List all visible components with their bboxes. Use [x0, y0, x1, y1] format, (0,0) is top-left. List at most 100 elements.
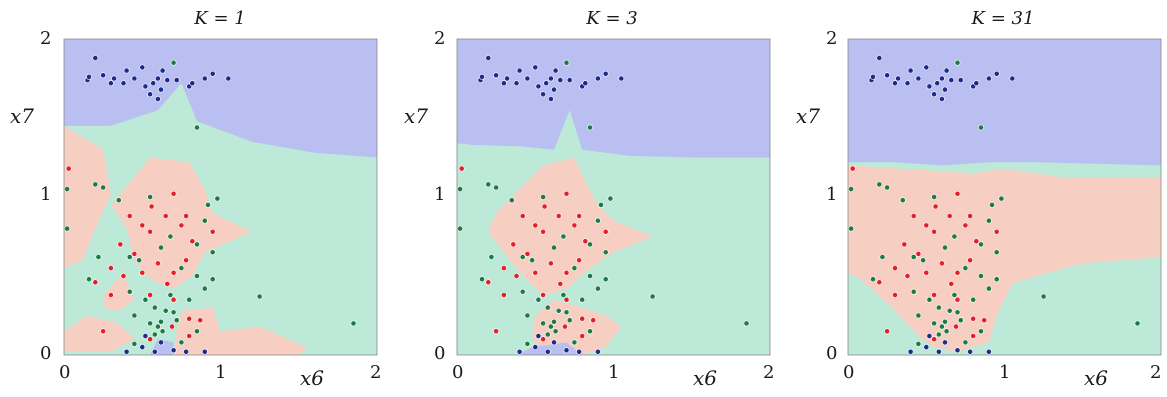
panel-3-point-red-25 — [981, 317, 988, 324]
panel-3-point-green-39 — [1134, 320, 1141, 327]
panel-2-point-blue-15 — [551, 86, 557, 93]
panel-2-point-blue-25 — [516, 348, 523, 355]
panel-3-xtick-1: 1 — [999, 362, 1011, 383]
panel-3-xlabel: x6 — [1084, 366, 1109, 390]
panel-2-point-blue-4 — [493, 72, 499, 79]
panel-3-point-blue-12 — [931, 91, 937, 98]
panel-3-point-red-8 — [962, 222, 969, 229]
panel-2-point-blue-12 — [540, 91, 546, 98]
panel-3-point-green-31 — [931, 320, 937, 327]
panel-1-point-red-8 — [178, 222, 185, 229]
panel-1-point-green-6 — [147, 194, 153, 200]
panel-3-point-green-3 — [876, 181, 883, 188]
panel-2-point-green-5 — [508, 197, 515, 204]
panel-1-point-blue-4 — [100, 72, 106, 79]
panel-2-ylabel: x7 — [404, 104, 429, 128]
panel-1-point-green-2 — [64, 225, 70, 232]
panel-1-point-green-21 — [194, 273, 200, 279]
panel-2-point-red-24 — [579, 315, 586, 322]
panel-3-point-blue-29 — [954, 347, 961, 354]
panel-2-point-blue-10 — [532, 64, 539, 71]
panel-2-point-blue-3 — [485, 55, 492, 61]
panel-3-point-blue-23 — [993, 70, 1000, 77]
panel-2-point-blue-27 — [544, 348, 551, 355]
panel-3-point-red-10 — [973, 238, 980, 245]
panel-1-point-red-21 — [108, 265, 114, 271]
panel-3-point-red-7 — [954, 190, 961, 197]
panel-2-point-green-19 — [519, 254, 526, 260]
panel-2-point-green-35 — [587, 328, 593, 335]
panel-1-point-green-25 — [151, 304, 158, 311]
panel-2-point-green-15 — [551, 244, 557, 251]
panel-3-point-red-15 — [939, 260, 945, 267]
panel-2-point-blue-13 — [543, 80, 550, 87]
panel-3-point-blue-15 — [942, 86, 948, 93]
panel-3-xtick-0: 0 — [843, 362, 855, 383]
panel-1-point-blue-17 — [154, 96, 161, 102]
panel-1-point-green-22 — [209, 276, 216, 283]
panel-1-xlabel: x6 — [300, 366, 325, 390]
panel-2-point-red-17 — [563, 269, 570, 276]
panel-1-point-red-23 — [120, 273, 127, 279]
panel-3-point-green-37 — [935, 331, 942, 338]
panel-3-point-blue-8 — [907, 67, 914, 74]
panel-1-frame — [63, 38, 378, 356]
panel-1-point-red-15 — [154, 260, 161, 267]
panel-2-point-green-11 — [595, 217, 601, 224]
panel-1-point-blue-19 — [173, 77, 180, 83]
panel-1-point-blue-10 — [139, 64, 146, 71]
panel-3-point-red-27 — [953, 323, 959, 330]
panel-3-point-green-40 — [942, 318, 948, 325]
panel-3-point-red-20 — [954, 296, 961, 303]
panel-1-point-green-9 — [205, 201, 211, 208]
panel-2-point-blue-6 — [504, 75, 510, 82]
panel-3-point-red-23 — [904, 273, 911, 279]
panel-2-point-red-25 — [590, 317, 597, 324]
panel-1-point-green-12 — [167, 233, 174, 240]
panel-3-point-blue-10 — [923, 64, 930, 71]
panel-1-point-red-17 — [170, 269, 177, 276]
panel-3-point-blue-5 — [892, 80, 898, 87]
panel-2-point-red-20 — [563, 296, 570, 303]
panel-2-point-red-22 — [485, 279, 492, 286]
panel-2-point-red-13 — [524, 250, 531, 257]
panel-1-point-green-23 — [201, 285, 208, 292]
panel-2-point-green-39 — [743, 320, 750, 327]
panel-3-point-green-42 — [957, 317, 964, 324]
panel-1-xtick-2: 2 — [370, 362, 382, 383]
panel-2-point-red-1 — [458, 165, 465, 172]
panel-1-point-green-8 — [194, 124, 200, 131]
panel-3-point-green-35 — [978, 328, 984, 335]
panel-3-point-blue-27 — [935, 348, 942, 355]
panel-2-point-green-28 — [560, 292, 567, 298]
panel-2-point-red-8 — [571, 222, 578, 229]
panel-2-point-blue-9 — [524, 75, 531, 82]
panel-1-point-red-13 — [131, 250, 138, 257]
panel-2-point-green-3 — [485, 181, 492, 188]
panel-2-point-green-38 — [649, 293, 656, 300]
panel-3-region-blue — [848, 39, 1161, 166]
panel-1-point-blue-22 — [201, 75, 208, 82]
panel-2-point-green-33 — [552, 328, 559, 335]
panel-1-point-blue-27 — [151, 348, 158, 355]
panel-1-point-green-4 — [100, 184, 106, 191]
panel-3-point-red-30 — [892, 292, 898, 298]
panel-3-point-blue-2 — [870, 74, 876, 80]
panel-2-point-green-24 — [535, 296, 542, 303]
panel-1-point-red-30 — [108, 292, 114, 298]
panel-2-point-red-5 — [541, 203, 548, 210]
panel-2-point-blue-21 — [582, 80, 589, 87]
panel-2-point-green-34 — [571, 339, 578, 346]
panel-2-point-green-27 — [563, 309, 570, 316]
panel-1-point-green-17 — [95, 254, 102, 260]
panel-3-title: K = 31 — [971, 8, 1035, 29]
panel-1-point-red-29 — [186, 333, 193, 339]
panel-3-point-green-18 — [870, 276, 876, 283]
panel-1-point-blue-24 — [225, 75, 232, 82]
panel-1-xtick-1: 1 — [215, 362, 227, 383]
panel-3-ytick-0: 0 — [826, 343, 838, 364]
panel-1-point-green-30 — [131, 312, 138, 319]
panel-1-point-red-9 — [183, 213, 189, 219]
panel-2-point-green-6 — [540, 194, 546, 200]
panel-3-point-green-10 — [998, 195, 1005, 202]
